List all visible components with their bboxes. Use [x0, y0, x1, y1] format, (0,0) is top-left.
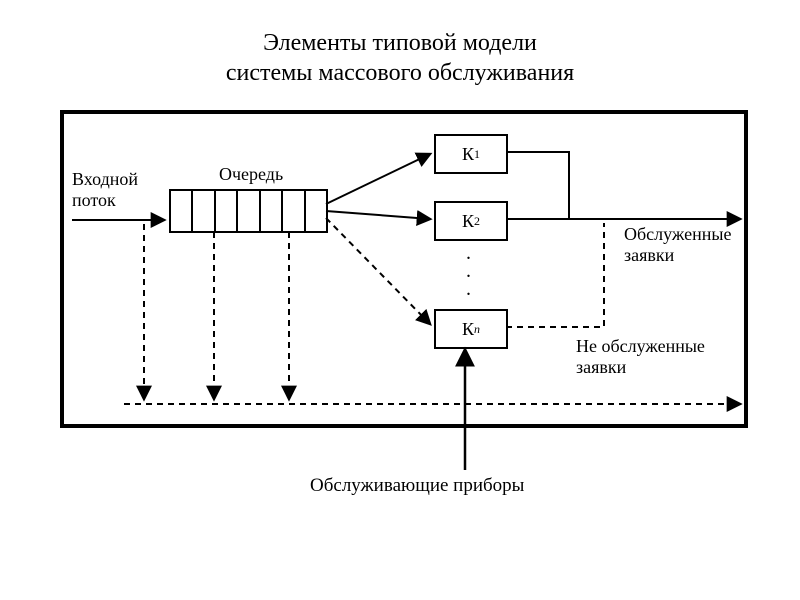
queue-cell	[193, 191, 215, 231]
served-label: Обслуженные заявки	[624, 224, 731, 265]
queue-cell	[238, 191, 260, 231]
queue-label: Очередь	[219, 164, 283, 185]
title-line-2: системы массового обслуживания	[226, 60, 574, 86]
server-k1: К1	[434, 134, 508, 174]
diagram-frame: Входной поток Очередь К1 К2 Кn ... Обслу…	[60, 110, 748, 428]
queue-cell	[171, 191, 193, 231]
queue-cell	[261, 191, 283, 231]
queue-cell	[306, 191, 326, 231]
arrow-queue-k1	[326, 154, 430, 204]
server-kn: Кn	[434, 309, 508, 349]
arrows-layer	[64, 114, 744, 424]
queue-box	[169, 189, 328, 233]
input-flow-label: Входной поток	[72, 169, 138, 210]
path-kn-out	[506, 223, 604, 327]
diagram-title: Элементы типовой модели системы массовог…	[0, 0, 800, 88]
server-k2: К2	[434, 201, 508, 241]
path-k1-out	[506, 152, 569, 219]
arrow-queue-kn	[326, 218, 430, 324]
queue-cell	[216, 191, 238, 231]
unserved-label: Не обслуженные заявки	[576, 336, 705, 377]
servers-caption: Обслуживающие приборы	[310, 475, 524, 497]
ellipsis-dots: ...	[466, 244, 471, 298]
queue-cell	[283, 191, 305, 231]
arrow-queue-k2	[326, 211, 430, 219]
title-line-1: Элементы типовой модели	[263, 30, 537, 56]
